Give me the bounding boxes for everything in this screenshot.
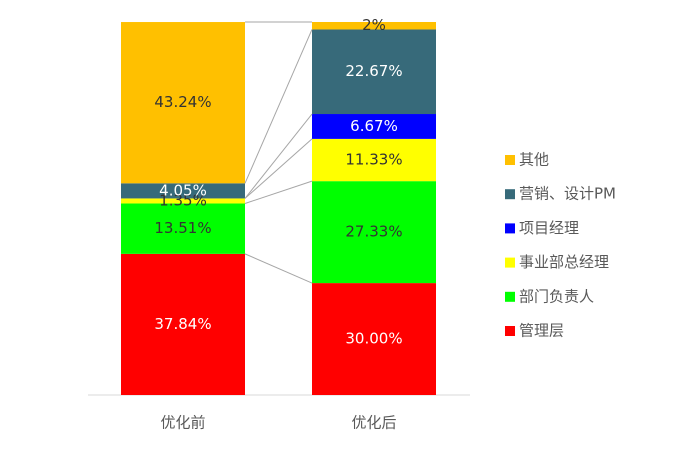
data-label: 4.05%	[159, 181, 207, 199]
bar-segment	[312, 22, 436, 30]
data-label: 11.33%	[345, 151, 402, 169]
series-line	[244, 29, 313, 184]
legend-label: 其他	[519, 151, 549, 169]
data-label: 27.33%	[345, 223, 402, 241]
data-label: 37.84%	[154, 315, 211, 333]
legend-label: 管理层	[519, 322, 564, 340]
bar-segment	[312, 114, 436, 139]
bar-segment	[121, 22, 245, 184]
legend-label: 营销、设计PM	[519, 185, 616, 203]
bar-segment	[312, 283, 436, 395]
legend-swatch	[505, 223, 515, 234]
bar-segment	[121, 253, 245, 395]
bar-segment	[312, 29, 436, 115]
legend-label: 项目经理	[519, 219, 579, 237]
data-label: 13.51%	[154, 219, 211, 237]
legend-swatch	[505, 326, 515, 336]
legend-swatch	[505, 155, 515, 165]
data-label: 30.00%	[345, 330, 402, 348]
legend-swatch	[505, 257, 515, 268]
bar-segment	[312, 181, 436, 284]
legend-label: 部门负责人	[519, 287, 594, 305]
legend-label: 事业部总经理	[519, 253, 609, 271]
data-label: 2%	[362, 16, 386, 34]
bar-segment	[121, 203, 245, 254]
bar-segment	[121, 183, 245, 199]
x-tick-label: 优化后	[351, 414, 396, 432]
series-line	[244, 253, 313, 284]
data-label: 6.67%	[350, 117, 398, 135]
legend-swatch	[505, 291, 515, 302]
bar-segment	[121, 198, 245, 204]
data-label: 43.24%	[154, 93, 211, 111]
series-line	[244, 113, 313, 199]
series-line	[244, 180, 313, 204]
legend-swatch	[505, 189, 515, 200]
series-line	[244, 138, 313, 199]
data-label: 22.67%	[345, 62, 402, 80]
x-tick-label: 优化前	[160, 414, 205, 432]
bar-segment	[312, 138, 436, 182]
data-label: 1.35%	[159, 191, 207, 209]
